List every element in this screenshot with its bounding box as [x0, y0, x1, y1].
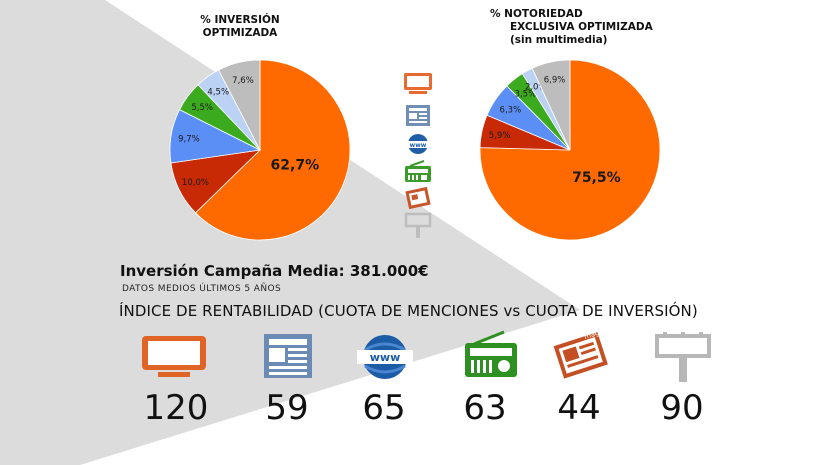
pie2-title-line2: EXCLUSIVA OPTIMIZADA [510, 21, 653, 33]
svg-text:www: www [370, 351, 401, 364]
index-value-press: 59 [265, 388, 309, 428]
newspaper-icon [264, 334, 312, 378]
legend-radio-icon [405, 160, 431, 182]
index-value-tv: 120 [143, 388, 209, 428]
pie1-slice-tv [194, 59, 351, 241]
www-globe-icon: www [357, 335, 413, 379]
rentabilidad-index-title: ÍNDICE DE RENTABILIDAD (CUOTA DE MENCION… [119, 302, 698, 320]
pie2-label-tv: 75,5% [572, 170, 621, 186]
pie1-title: % INVERSIÓN OPTIMIZADA [190, 14, 290, 40]
legend-www-globe-icon: www [405, 134, 431, 154]
television-icon [142, 336, 206, 377]
billboard-icon [655, 332, 711, 382]
radio-icon [465, 330, 517, 377]
pie-chart-inversion: 62,7% 10,0% 9,7% 5,5% 4,5%7,6% [169, 59, 351, 241]
campaign-headline: Inversión Campaña Media: 381.000€ [120, 262, 429, 280]
pie1-label-radio: 5,5% [191, 103, 213, 113]
legend-billboard-icon [404, 212, 432, 238]
index-value-magazine: 44 [557, 388, 601, 428]
pie2-slice-outdoor [531, 59, 571, 151]
pie2-label-press: 5,9% [489, 131, 511, 141]
pie1-label-press: 10,0% [182, 178, 209, 188]
pie1-label-magazine: 4,5% [207, 87, 229, 97]
legend-icon-column: www [400, 72, 436, 242]
pie2-label-internet: 6,3% [500, 106, 522, 116]
pie1-title-line2: OPTIMIZADA [202, 27, 278, 39]
pie2-title: % NOTORIEDAD EXCLUSIVA OPTIMIZADA (sin m… [490, 8, 680, 47]
pie1-slice-outdoor [218, 59, 261, 151]
campaign-subhead: DATOS MEDIOS ÚLTIMOS 5 AÑOS [122, 284, 282, 294]
pie2-label-outdoor: 6,9% [544, 76, 566, 86]
pie1-label-tv: 62,7% [271, 158, 320, 174]
index-value-outdoor: 90 [660, 388, 704, 428]
pie2-title-line1: % NOTORIEDAD [490, 8, 583, 20]
pie-chart-notoriedad: 75,5% 5,9% 6,3% 3,5%2,0%6,9% [479, 59, 661, 241]
magazine-icon: mag [553, 329, 608, 379]
index-value-internet: 65 [362, 388, 406, 428]
svg-text:www: www [410, 142, 427, 149]
legend-television-icon [404, 73, 432, 94]
legend-magazine-icon [405, 186, 431, 210]
legend-newspaper-icon [406, 105, 430, 126]
pie1-label-outdoor: 7,6% [232, 76, 254, 86]
pie2-label-magazine: 2,0% [525, 83, 547, 93]
pie2-title-line3: (sin multimedia) [510, 34, 608, 46]
index-value-radio: 63 [463, 388, 507, 428]
pie1-label-internet: 9,7% [178, 135, 200, 145]
pie1-title-line1: % INVERSIÓN [200, 14, 280, 26]
pie2-label-radio: 3,5% [515, 89, 537, 99]
